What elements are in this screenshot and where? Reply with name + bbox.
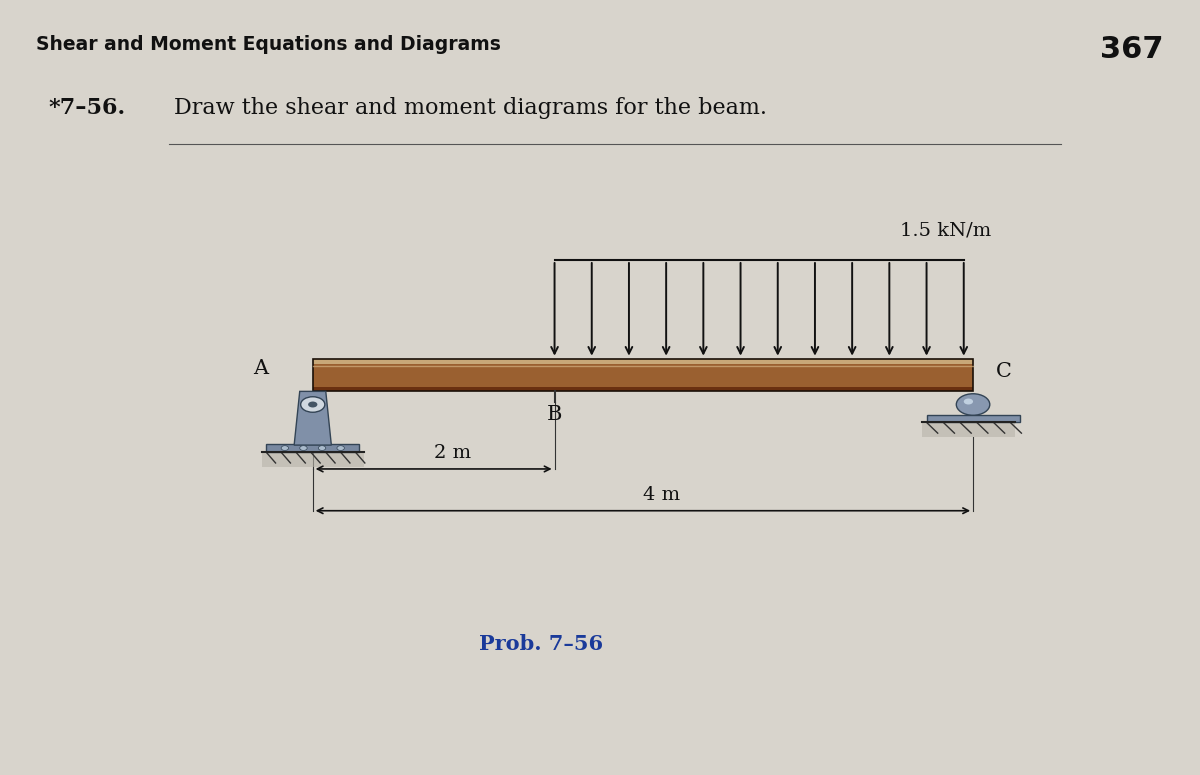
Circle shape bbox=[301, 397, 325, 412]
Text: 4 m: 4 m bbox=[643, 486, 680, 504]
Text: Draw the shear and moment diagrams for the beam.: Draw the shear and moment diagrams for t… bbox=[174, 97, 767, 119]
Circle shape bbox=[300, 446, 307, 450]
Text: Prob. 7–56: Prob. 7–56 bbox=[479, 634, 602, 654]
Bar bbox=[313, 359, 973, 364]
Polygon shape bbox=[294, 391, 331, 445]
Circle shape bbox=[956, 394, 990, 415]
Bar bbox=[926, 415, 1020, 422]
Text: 1.5 kN/m: 1.5 kN/m bbox=[900, 221, 991, 239]
Circle shape bbox=[308, 401, 317, 408]
Text: A: A bbox=[253, 360, 268, 378]
Text: 367: 367 bbox=[1100, 35, 1164, 64]
Bar bbox=[313, 364, 973, 388]
Circle shape bbox=[337, 446, 344, 450]
Text: C: C bbox=[996, 363, 1012, 381]
Bar bbox=[922, 422, 1015, 437]
Bar bbox=[266, 444, 359, 453]
Circle shape bbox=[318, 446, 325, 450]
Text: 2 m: 2 m bbox=[433, 444, 470, 462]
Circle shape bbox=[281, 446, 288, 450]
Text: Shear and Moment Equations and Diagrams: Shear and Moment Equations and Diagrams bbox=[36, 35, 500, 54]
Text: *7–56.: *7–56. bbox=[48, 97, 125, 119]
Bar bbox=[313, 388, 973, 391]
Circle shape bbox=[964, 398, 973, 405]
Bar bbox=[262, 453, 364, 467]
Bar bbox=[313, 359, 973, 391]
Text: B: B bbox=[547, 405, 563, 423]
